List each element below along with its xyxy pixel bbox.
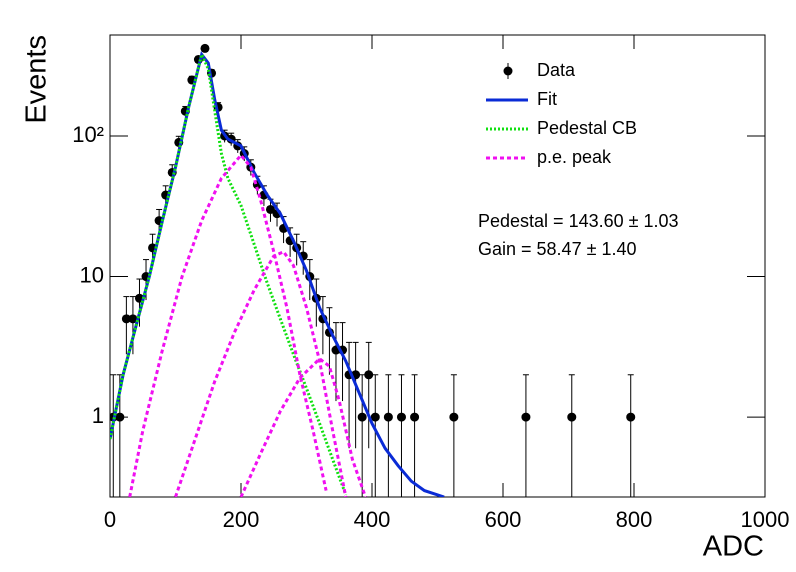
marker	[265, 204, 275, 214]
x-tick-label: 400	[354, 507, 391, 532]
marker	[521, 412, 531, 422]
data-point	[370, 374, 380, 497]
plot-area	[110, 43, 636, 497]
data-point	[357, 374, 367, 497]
marker	[396, 412, 406, 422]
annotation: Pedestal = 143.60 ± 1.03	[478, 211, 679, 231]
data-point	[521, 374, 531, 497]
marker	[115, 412, 125, 422]
marker	[364, 370, 374, 380]
data-point	[567, 374, 577, 497]
data-point	[265, 198, 275, 222]
y-axis-title: Events	[21, 35, 53, 124]
marker	[128, 314, 138, 324]
legend-label: Pedestal CB	[537, 118, 637, 138]
legend-label: p.e. peak	[537, 147, 612, 167]
data-point	[449, 374, 459, 497]
marker	[410, 412, 420, 422]
x-tick-label: 800	[616, 507, 653, 532]
fit-curve	[110, 49, 348, 496]
marker	[121, 314, 131, 324]
x-axis-title: ADC	[703, 531, 764, 563]
x-tick-label: 200	[223, 507, 260, 532]
marker	[200, 43, 210, 53]
marker	[383, 412, 393, 422]
marker	[626, 412, 636, 422]
legend-label: Fit	[537, 89, 557, 109]
y-tick-label: 10²	[72, 122, 104, 147]
marker	[449, 412, 459, 422]
legend-swatch	[503, 66, 513, 76]
annotation: Gain = 58.47 ± 1.40	[478, 239, 637, 259]
fit-curve	[128, 152, 367, 497]
x-tick-label: 600	[485, 507, 522, 532]
data-point	[626, 374, 636, 497]
data-point	[121, 296, 131, 355]
legend-label: Data	[537, 60, 576, 80]
marker	[357, 412, 367, 422]
y-tick-label: 10	[80, 262, 104, 287]
marker	[567, 412, 577, 422]
data-point	[383, 374, 393, 497]
fit-curve	[110, 51, 445, 497]
data-point	[200, 43, 210, 53]
marker	[370, 412, 380, 422]
y-tick-label: 1	[92, 403, 104, 428]
data-point	[128, 296, 138, 355]
data-point	[410, 374, 420, 497]
x-tick-label: 1000	[741, 507, 790, 532]
plot-frame	[109, 34, 766, 498]
data-point	[396, 374, 406, 497]
data-point	[364, 341, 374, 449]
x-tick-label: 0	[104, 507, 116, 532]
